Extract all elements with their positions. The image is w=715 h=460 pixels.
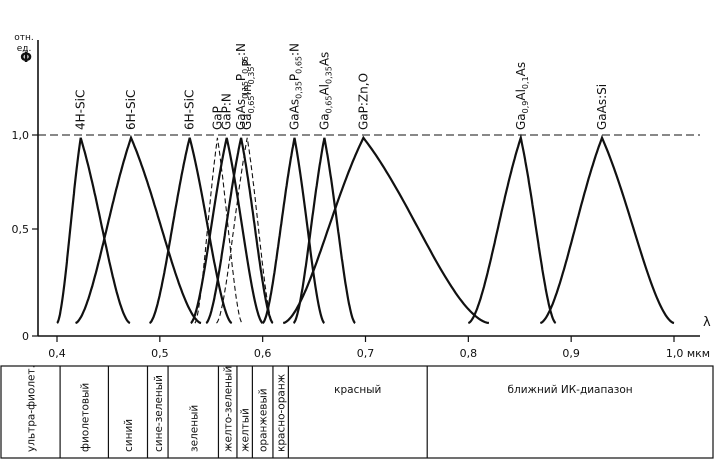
y-tick-label: 1,0 <box>12 129 30 142</box>
spectrum-curve-8 <box>262 137 325 324</box>
x-tick-label: 0,9 <box>562 347 580 360</box>
series-label-2: 6H-SiC <box>124 90 138 130</box>
spectrum-curve-6 <box>205 137 274 324</box>
x-ticks: 0,4 0,5 0,6 0,7 0,8 0,9 1,0 мкм <box>48 336 710 360</box>
spectrum-curve-1 <box>56 137 131 325</box>
series-label-6: GaAs0,15P0,85:N <box>234 43 250 130</box>
x-tick-label: 0,7 <box>357 347 375 360</box>
x-tick-label: 0,8 <box>460 347 478 360</box>
y-axis-unit: отн. ед. <box>14 33 34 54</box>
series-label-9: Ga0,65Al0,35As <box>317 52 333 130</box>
color-bands: ультра-фиолет. фиолетовый синий сине-зелены… <box>0 365 714 459</box>
spectrum-curve-7 <box>216 137 274 324</box>
series-label-10: GaP:Zn,O <box>356 73 370 130</box>
band-label: ультра-фиолет. <box>26 365 38 452</box>
band-label: синий <box>123 419 135 452</box>
band-table-frame <box>0 365 714 459</box>
y-tick-label: 0 <box>22 330 29 343</box>
band-label: оранжевый <box>258 388 270 452</box>
series-label-8: GaAs0,35P0,65:N <box>288 43 304 130</box>
spectrum-curve-10 <box>282 135 490 325</box>
series-label-7: Ga0,65In0,35P <box>240 59 256 130</box>
series-label-12: GaAs:Si <box>595 84 609 130</box>
y-tick-label: 0,5 <box>12 223 30 236</box>
band-label: красный <box>334 384 381 396</box>
series-label-3: 6H-SiC <box>183 90 197 130</box>
band-label: красно-оранж <box>276 373 288 452</box>
spectrum-curve-5 <box>190 137 264 324</box>
curves <box>56 133 675 325</box>
series-label-11: Ga0,9Al0,1As <box>514 62 530 130</box>
band-label: желтый <box>240 408 252 452</box>
axes: Φ отн. ед. λ <box>14 33 711 337</box>
band-label: фиолетовый <box>79 383 91 452</box>
x-tick-label: 0,4 <box>48 347 66 360</box>
spectrum-curve-12 <box>539 134 675 325</box>
spectrum-curve-9 <box>292 137 356 324</box>
band-label: сине-зеленый <box>153 375 165 452</box>
series-label-5: GaP:N <box>220 93 234 130</box>
band-label: зеленый <box>188 405 200 452</box>
x-tick-label: 0,6 <box>254 347 272 360</box>
series-label-4: GaP <box>210 106 224 130</box>
band-label: желто-зеленый <box>223 366 235 452</box>
series-label-1: 4H-SiC <box>74 90 88 130</box>
band-label: ближний ИК-диапазон <box>508 384 633 396</box>
spectrum-curve-2 <box>75 134 202 325</box>
x-axis-symbol: λ <box>703 315 711 330</box>
x-tick-label: 1,0 мкм <box>666 347 710 360</box>
spectrum-curve-11 <box>467 133 557 325</box>
y-axis-label: Φ <box>20 50 32 66</box>
y-ticks: 0 0,5 1,0 <box>12 129 38 343</box>
x-tick-label: 0,5 <box>151 347 169 360</box>
